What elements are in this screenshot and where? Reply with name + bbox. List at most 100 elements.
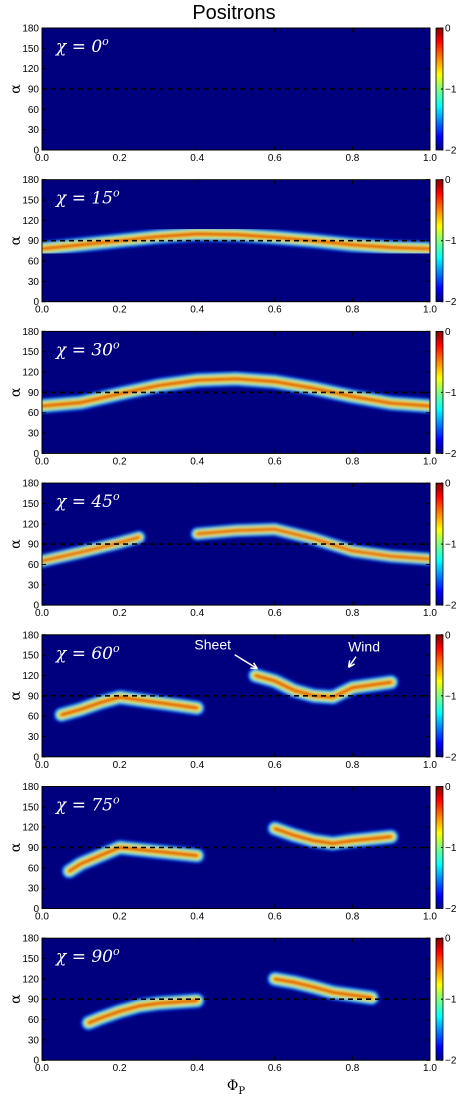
x-axis-label-subscript: P [238,1086,245,1097]
colorbar-tick-label: −1 [445,85,457,96]
y-tick-label: 0 [33,752,39,763]
x-tick-label: 0.8 [345,760,359,771]
x-tick-label: 1.0 [423,153,437,164]
y-tick-label: 180 [22,24,39,35]
y-axis-label: α [8,387,24,397]
y-tick-label: 60 [28,863,40,874]
x-tick-label: 0.2 [113,608,127,619]
colorbar-tick-label: −2 [445,297,457,308]
y-tick-label: 120 [22,64,39,75]
x-tick-label: 0.2 [113,153,127,164]
y-tick-label: 120 [22,671,39,682]
x-tick-label: 1.0 [423,1063,437,1074]
x-tick-label: 0.6 [268,305,282,316]
x-tick-label: 0.4 [190,608,204,619]
colorbar-tick-label: −1 [445,236,457,247]
colorbar: 0 −1 −2 [435,479,457,612]
colorbar-tick-label: 0 [445,934,451,945]
x-tick-label: 0.2 [113,760,127,771]
x-tick-label: 0.0 [35,608,49,619]
x-axis-label: ΦP [227,1078,245,1097]
x-tick-label: 0.8 [345,305,359,316]
figure-title: Positrons [192,2,276,24]
y-tick-label: 150 [22,651,39,662]
annotation-sheet: Sheet [194,637,231,653]
y-axis-label: α [8,691,24,701]
x-tick-label: 0.8 [345,456,359,467]
y-axis-label: α [8,235,24,245]
colorbar-tick-label: 0 [445,24,451,35]
colorbar-tick-label: −1 [445,843,457,854]
colorbar-tick-label: −2 [445,752,457,763]
panel-label-degree: o [113,338,120,351]
panel-label-degree: o [113,490,120,503]
panel-label: χ = 45o [55,490,120,512]
ridge-layer [60,696,198,716]
colorbar-tick-label: −2 [445,904,457,915]
y-tick-label: 90 [28,85,40,96]
ridge-layer [88,1000,198,1024]
colorbar-tick-label: −2 [445,601,457,612]
y-tick-label: 90 [28,691,40,702]
y-axis-label: α [8,994,24,1004]
annotation-arrow [234,654,258,670]
panel-3: 0 30 60 90 120 150 180 0.0 0.2 0.4 0.6 0.8 1.0 α χ = 4… [8,479,457,619]
panel-1: 0 30 60 90 120 150 180 0.0 0.2 0.4 0.6 0.8 1.0 α χ = 1… [8,175,457,316]
y-axis-label: α [8,84,24,94]
y-tick-label: 150 [22,954,39,965]
y-tick-label: 90 [28,540,40,551]
y-tick-label: 60 [28,257,40,268]
x-tick-label: 1.0 [423,456,437,467]
colorbar-tick-label: 0 [445,175,451,186]
y-tick-label: 150 [22,196,39,207]
colorbar-tick-label: −2 [445,146,457,157]
panel-label: χ = 30o [55,338,120,360]
annotation-arrowhead [347,660,356,668]
x-tick-label: 0.4 [190,153,204,164]
colorbar: 0 −1 −2 [435,175,457,308]
ridge-layer [274,978,373,999]
y-tick-label: 150 [22,499,39,510]
x-tick-label: 0.2 [113,305,127,316]
y-tick-label: 30 [28,277,40,288]
x-tick-label: 0.8 [345,608,359,619]
x-tick-label: 0.4 [190,1063,204,1074]
panel-6: 0 30 60 90 120 150 180 0.0 0.2 0.4 0.6 0.8 1.0 α χ = 9… [8,934,457,1074]
x-tick-label: 0.2 [113,456,127,467]
x-tick-label: 1.0 [423,760,437,771]
x-tick-label: 0.8 [345,912,359,923]
x-tick-label: 0.0 [35,305,49,316]
y-tick-label: 0 [33,297,39,308]
x-tick-label: 0.0 [35,153,49,164]
y-tick-label: 120 [22,974,39,985]
y-tick-label: 60 [28,1015,40,1026]
y-tick-label: 30 [28,580,40,591]
x-tick-label: 0.6 [268,153,282,164]
ridge-layer [196,528,430,560]
colorbar-tick-label: 0 [445,327,451,338]
x-tick-label: 0.0 [35,760,49,771]
panel-label-degree: o [113,642,120,655]
y-tick-label: 180 [22,327,39,338]
ridge-layer [68,847,198,872]
x-tick-label: 1.0 [423,608,437,619]
y-tick-label: 0 [33,601,39,612]
y-tick-label: 30 [28,884,40,895]
y-tick-label: 0 [33,146,39,157]
x-tick-label: 0.6 [268,760,282,771]
heatmap-ridge [61,821,399,879]
y-tick-label: 120 [22,823,39,834]
x-tick-label: 0.4 [190,456,204,467]
colorbar-tick-label: −2 [445,1056,457,1067]
heatmap-ridge [42,522,430,568]
y-tick-label: 60 [28,408,40,419]
x-tick-label: 0.0 [35,1063,49,1074]
y-tick-label: 120 [22,519,39,530]
colorbar-tick-label: −1 [445,691,457,702]
ridge-layer [274,828,392,844]
y-tick-label: 0 [33,904,39,915]
colorbar-tick-label: −1 [445,388,457,399]
x-tick-label: 0.2 [113,912,127,923]
x-tick-label: 0.4 [190,305,204,316]
y-tick-label: 120 [22,216,39,227]
